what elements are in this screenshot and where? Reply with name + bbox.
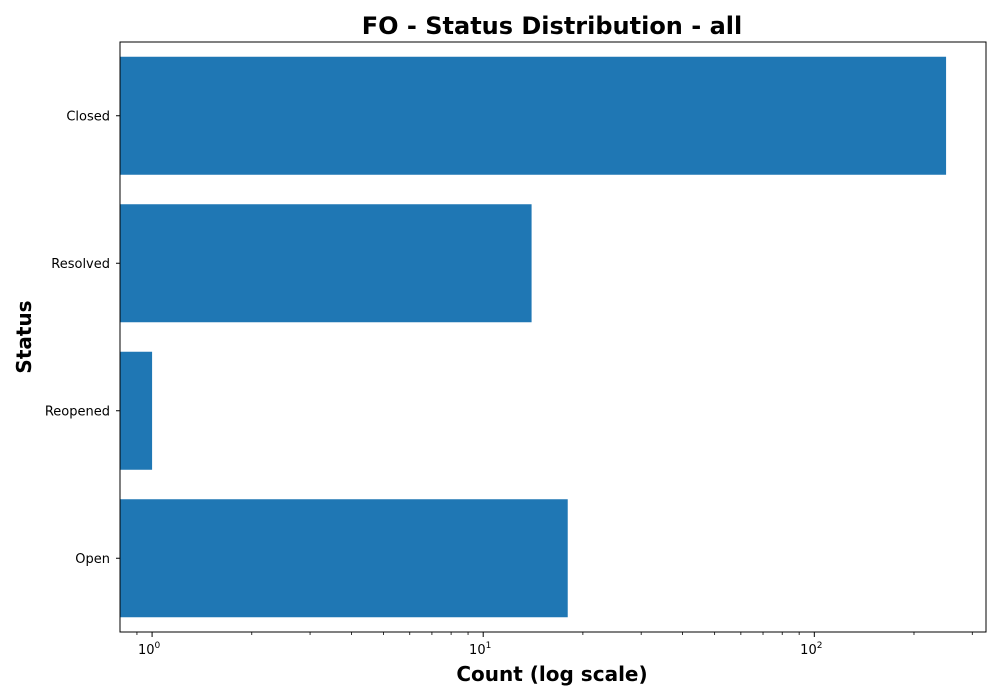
plot-area-frame [119,41,987,633]
x-tick-label: 101 [469,641,491,658]
x-tick-label: 102 [800,641,822,658]
bars-group [120,56,947,618]
bar-reopened [120,351,153,470]
x-axis-label: Count (log scale) [456,662,647,686]
bar-resolved [120,204,532,323]
chart-title: FO - Status Distribution - all [362,12,742,40]
y-axis: Closed Resolved Reopened Open [45,109,120,567]
x-tick-label: 100 [138,641,161,658]
bar-closed [120,56,947,175]
y-tick-label: Open [75,552,110,567]
y-axis-label: Status [12,300,36,373]
x-axis: 100 101 102 [136,632,973,658]
y-tick-label: Closed [66,109,110,124]
y-tick-label: Resolved [51,257,110,272]
bar-open [120,499,568,618]
y-tick-label: Reopened [45,404,110,419]
